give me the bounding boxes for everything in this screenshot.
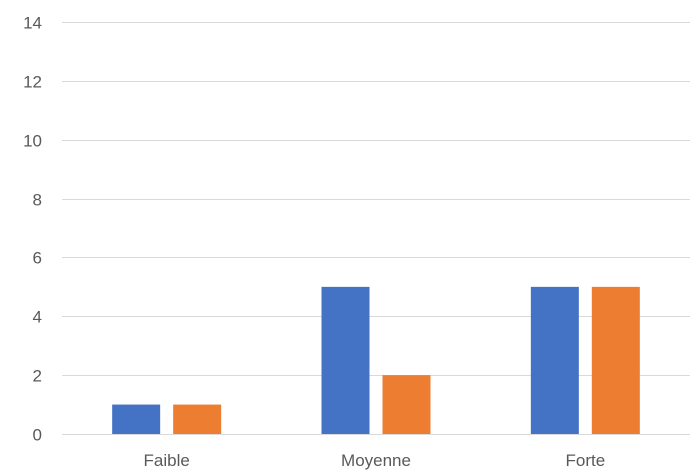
bar-series2-forte (591, 286, 640, 434)
bar-series2-moyenne (382, 375, 431, 434)
y-tick-label: 4 (33, 308, 42, 327)
bar-series1-moyenne (321, 286, 370, 434)
bars (112, 286, 640, 434)
y-tick-label: 8 (33, 191, 42, 210)
y-tick-label: 6 (33, 249, 42, 268)
y-tick-label: 12 (23, 73, 42, 92)
y-axis: 0 2 4 6 8 10 12 14 (23, 14, 42, 445)
bar-series2-faible (173, 404, 222, 434)
y-tick-label: 10 (23, 132, 42, 151)
gridlines (62, 22, 690, 435)
bar-series1-forte (530, 286, 579, 434)
x-axis: Faible Moyenne Forte (144, 451, 606, 470)
y-tick-label: 0 (33, 426, 42, 445)
x-tick-label: Faible (144, 451, 190, 470)
bar-series1-faible (112, 404, 161, 434)
x-tick-label: Moyenne (341, 451, 411, 470)
x-tick-label: Forte (565, 451, 605, 470)
y-tick-label: 14 (23, 14, 42, 33)
y-tick-label: 2 (33, 367, 42, 386)
